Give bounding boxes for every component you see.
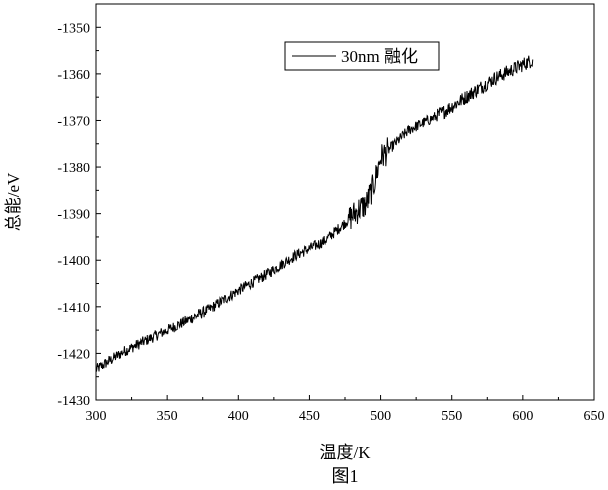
figure-caption: 图1: [332, 466, 359, 486]
x-tick-label: 450: [299, 409, 320, 424]
x-tick-label: 550: [441, 409, 462, 424]
y-tick-label: -1400: [57, 254, 90, 269]
y-tick-label: -1430: [57, 394, 90, 409]
y-tick-label: -1350: [57, 21, 90, 36]
y-axis-title: 总能/eV: [4, 172, 23, 231]
y-tick-label: -1360: [57, 68, 90, 83]
x-tick-label: 500: [370, 409, 391, 424]
x-tick-label: 650: [584, 409, 605, 424]
x-axis: 300 350 400 450 500 550 600 650: [86, 395, 605, 424]
y-tick-label: -1370: [57, 114, 90, 129]
y-tick-label: -1410: [57, 301, 90, 316]
x-tick-label: 350: [157, 409, 178, 424]
y-axis: -1430 -1420 -1410 -1400 -1390 -1380 -1370 -1360…: [57, 21, 101, 409]
x-axis-title: 温度/K: [320, 443, 372, 462]
y-tick-label: -1390: [57, 208, 90, 223]
x-tick-label: 400: [228, 409, 249, 424]
legend-label: 30nm 融化: [341, 47, 418, 66]
legend: 30nm 融化: [284, 41, 440, 71]
x-tick-label: 600: [512, 409, 533, 424]
series-line-30nm: [95, 55, 534, 372]
y-tick-label: -1420: [57, 347, 90, 362]
x-tick-label: 300: [86, 409, 107, 424]
y-tick-label: -1380: [57, 161, 90, 176]
